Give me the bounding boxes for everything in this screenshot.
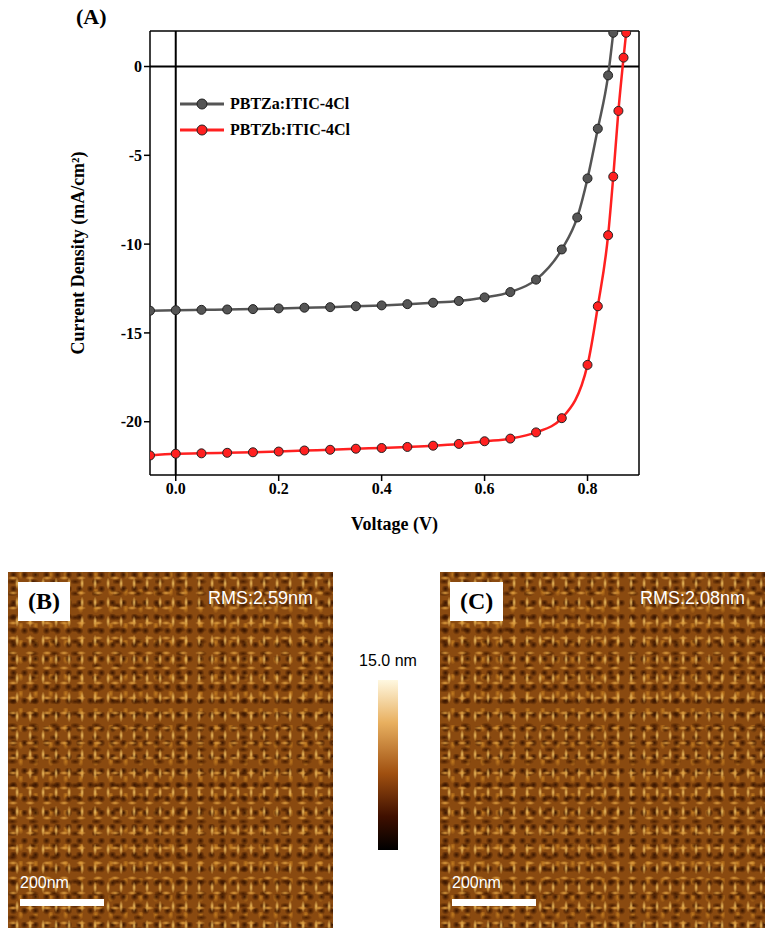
html-text:(A): (A)	[76, 4, 107, 29]
html-text:200nm: 200nm	[20, 874, 69, 891]
svg-text:0.4: 0.4	[372, 480, 392, 497]
html-text:(C): (C)	[460, 588, 494, 614]
svg-text:0.2: 0.2	[269, 480, 289, 497]
html-text:15.0 nm: 15.0 nm	[359, 652, 417, 669]
svg-text:Voltage (V): Voltage (V)	[351, 514, 438, 535]
svg-text:-10: -10	[121, 236, 142, 253]
html-text:RMS:2.59nm: RMS:2.59nm	[208, 588, 313, 608]
svg-text:-20: -20	[121, 413, 142, 430]
svg-text:0.8: 0.8	[578, 480, 598, 497]
svg-text:0: 0	[134, 58, 142, 75]
svg-text:Current Density (mA/cm²): Current Density (mA/cm²)	[68, 151, 89, 354]
svg-text:-15: -15	[121, 325, 142, 342]
svg-text:0.6: 0.6	[475, 480, 495, 497]
html-text:200nm: 200nm	[452, 874, 501, 891]
html-text:PBTZa:ITIC-4Cl: PBTZa:ITIC-4Cl	[230, 95, 350, 112]
html-text:RMS:2.08nm: RMS:2.08nm	[640, 588, 745, 608]
html-text:(B): (B)	[28, 588, 60, 614]
svg-text:0.0: 0.0	[166, 480, 186, 497]
html-text:PBTZb:ITIC-4Cl: PBTZb:ITIC-4Cl	[230, 121, 350, 138]
svg-text:-5: -5	[129, 147, 142, 164]
